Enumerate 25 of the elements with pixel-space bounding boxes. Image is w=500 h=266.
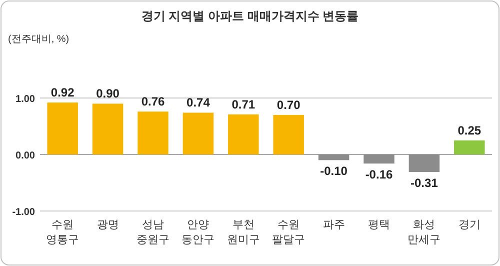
data-label: 0.25	[458, 123, 482, 138]
data-label: 0.90	[96, 86, 120, 101]
ytick: 0.00	[16, 150, 35, 162]
xtick: 파주	[322, 219, 345, 231]
ytick: -1.00	[12, 207, 35, 218]
title: 경기 지역별 아파트 매매가격지수 변동률	[141, 9, 359, 23]
xtick: 안양 동안구	[182, 219, 215, 246]
xtick: 경기	[458, 219, 480, 231]
data-label: 0.74	[186, 96, 210, 110]
data-label: 0.92	[50, 86, 74, 100]
ylabel: (전주대비, %)	[8, 34, 70, 45]
ytick: 1.00	[16, 94, 35, 105]
xtick: 광명	[96, 219, 119, 231]
data-label: -0.31	[410, 176, 438, 190]
data-label: 0.71	[232, 97, 256, 112]
data-label: 0.76	[141, 94, 165, 109]
data-label: -0.10	[320, 164, 348, 178]
data-label: -0.16	[365, 168, 393, 182]
xtick: 평택	[368, 219, 390, 231]
data-label: 0.70	[276, 98, 300, 112]
xtick: 화성 만세구	[408, 219, 441, 246]
xtick: 부천 원미구	[226, 219, 260, 246]
xtick: 수원 영통구	[46, 219, 80, 246]
xtick: 수원 팔달구	[272, 219, 306, 246]
xtick: 성남 중원구	[136, 219, 170, 246]
